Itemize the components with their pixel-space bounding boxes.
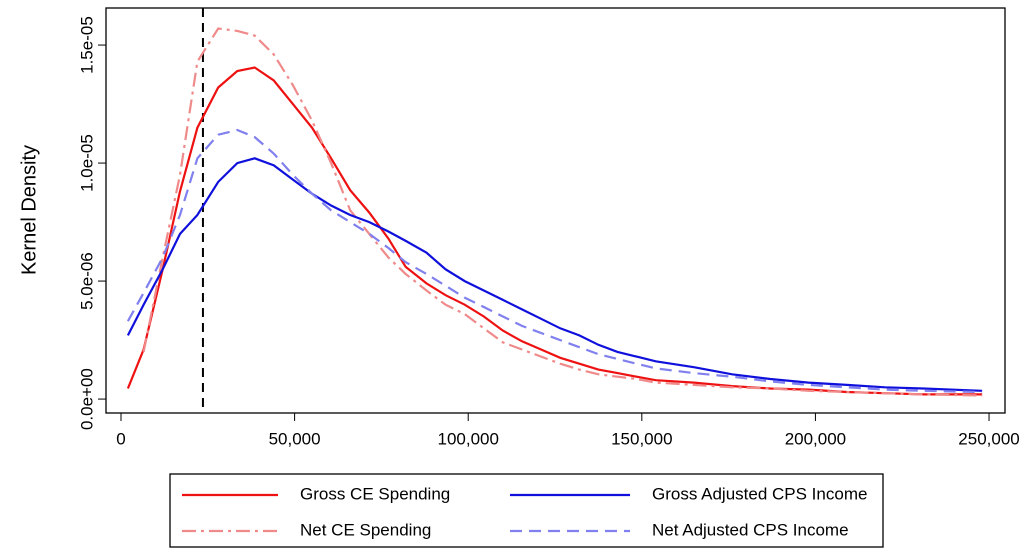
y-tick-label: 1.0e-05 — [77, 134, 96, 192]
x-tick-label: 150,000 — [611, 429, 672, 448]
x-tick-label: 100,000 — [437, 429, 498, 448]
plot-frame — [105, 7, 1006, 414]
legend-box — [169, 473, 884, 548]
series-line — [126, 128, 983, 394]
x-tick-label: 50,000 — [269, 429, 321, 448]
y-tick-label: 1.5e-05 — [77, 16, 96, 74]
legend-label: Gross CE Spending — [300, 484, 450, 503]
series-line — [126, 157, 983, 392]
y-axis-label: Kernel Density — [18, 145, 40, 275]
legend-label: Gross Adjusted CPS Income — [652, 484, 867, 503]
y-tick-label: 5.0e-06 — [77, 252, 96, 310]
x-tick-label: 200,000 — [785, 429, 846, 448]
legend-label: Net CE Spending — [300, 520, 431, 539]
y-tick-label: 0.0e+00 — [77, 368, 96, 430]
x-tick-label: 250,000 — [958, 429, 1019, 448]
series-line — [142, 27, 983, 397]
legend-label: Net Adjusted CPS Income — [652, 520, 849, 539]
x-tick-label: 0 — [116, 429, 125, 448]
series-line — [126, 66, 983, 396]
